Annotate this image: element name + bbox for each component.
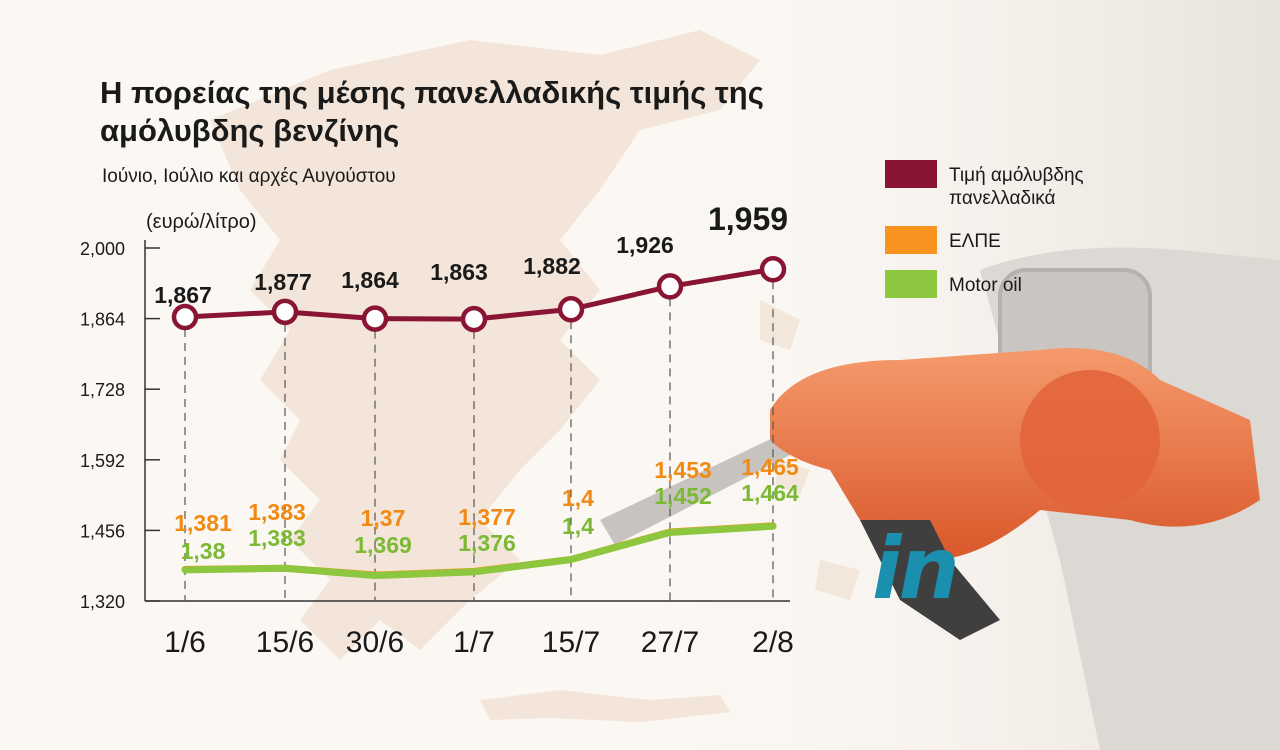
x-tick-label: 27/7 [641, 626, 699, 659]
elpe-data-label: 1,383 [248, 499, 306, 525]
chart-title: Η πορείας της μέσης πανελλαδικής τιμής τ… [100, 75, 764, 148]
price-data-label: 1,959 [708, 201, 788, 237]
elpe-data-label: 1,453 [654, 457, 712, 483]
motor-oil-data-label: 1,38 [181, 538, 226, 564]
price-data-label: 1,864 [341, 267, 399, 293]
crete-silhouette [480, 690, 730, 722]
in-logo-text: in [872, 519, 960, 619]
price-point [557, 296, 585, 323]
motor-oil-data-label: 1,376 [458, 530, 516, 556]
price-data-label: 1,867 [154, 282, 212, 308]
legend-label-elpe: ΕΛΠΕ [949, 231, 1001, 252]
x-tick-label: 30/6 [346, 626, 404, 659]
legend-item-motor-oil: Motor oil [885, 270, 1145, 298]
legend-swatch-price [885, 160, 937, 188]
nozzle-spout [600, 430, 800, 545]
motor-oil-data-label: 1,452 [654, 483, 712, 509]
y-tick-label: 1,320 [80, 592, 125, 612]
legend-item-elpe: ΕΛΠΕ [885, 226, 1145, 254]
nozzle-cap [1020, 370, 1160, 510]
price-point [656, 273, 684, 300]
x-tick-label: 15/6 [256, 626, 314, 659]
legend-label-motor-oil: Motor oil [949, 275, 1022, 296]
legend: Τιμή αμόλυβδης πανελλαδικά ΕΛΠΕ Motor oi… [885, 160, 1145, 314]
islands-silhouette [760, 300, 860, 600]
y-tick-label: 2,000 [80, 239, 125, 259]
x-tick-label: 15/7 [542, 626, 600, 659]
price-data-label: 1,863 [430, 259, 488, 285]
elpe-data-label: 1,381 [174, 510, 232, 536]
y-tick-label: 1,728 [80, 380, 125, 400]
price-point [460, 305, 488, 333]
motor-oil-data-label: 1,369 [354, 532, 412, 558]
price-data-label: 1,926 [616, 232, 674, 258]
elpe-data-label: 1,4 [562, 485, 594, 511]
motor-oil-line [181, 522, 777, 580]
elpe-data-label: 1,37 [361, 505, 406, 531]
in-logo: in [872, 526, 960, 612]
legend-label-price: Τιμή αμόλυβδης πανελλαδικά [949, 165, 1084, 209]
chart-subtitle: Ιούνιο, Ιούλιο και αρχές Αυγούστου [102, 166, 396, 187]
price-data-label: 1,882 [523, 253, 581, 279]
price-point [361, 305, 389, 332]
legend-swatch-motor-oil [885, 270, 937, 298]
greece-map-silhouette [210, 30, 760, 660]
elpe-data-label: 1,465 [741, 454, 799, 480]
price-point [171, 303, 199, 331]
x-tick-label: 1/7 [453, 626, 495, 659]
motor-oil-data-label: 1,4 [562, 513, 594, 539]
price-point [271, 298, 299, 326]
nozzle-grip [860, 520, 1000, 640]
y-tick-label: 1,592 [80, 451, 125, 471]
x-tick-label: 1/6 [164, 626, 206, 659]
legend-swatch-elpe [885, 226, 937, 254]
price-point [759, 256, 787, 283]
x-tick-label: 2/8 [752, 626, 794, 659]
y-tick-label: 1,456 [80, 521, 125, 541]
y-tick-label: 1,864 [80, 310, 125, 330]
y-axis-unit-label: (ευρώ/λίτρο) [146, 211, 257, 233]
motor-oil-data-label: 1,383 [248, 525, 306, 551]
price-data-label: 1,877 [254, 269, 312, 295]
motor-oil-data-label: 1,464 [741, 480, 799, 506]
legend-item-price: Τιμή αμόλυβδης πανελλαδικά [885, 160, 1145, 210]
elpe-data-label: 1,377 [458, 504, 516, 530]
